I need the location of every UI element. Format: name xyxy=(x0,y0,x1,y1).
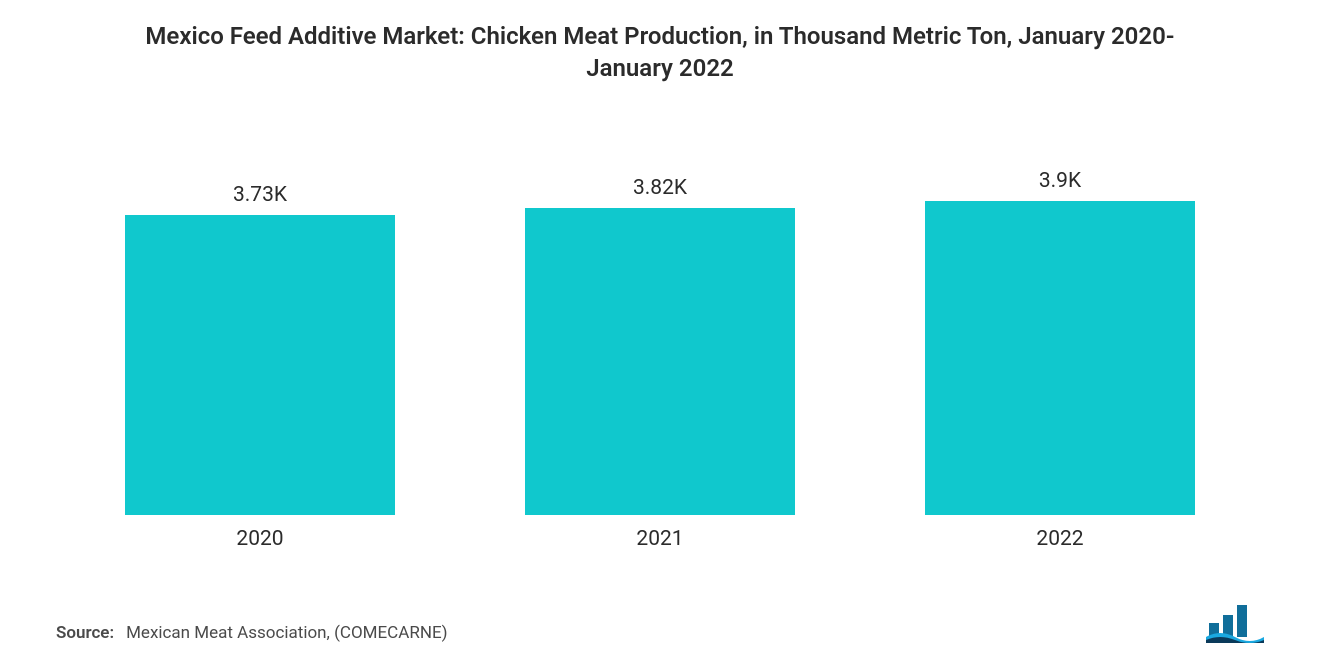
x-label-2022: 2022 xyxy=(880,527,1240,551)
source-text: Mexican Meat Association, (COMECARNE) xyxy=(126,623,447,643)
bar-value-label: 3.82K xyxy=(633,176,687,200)
bar-value-label: 3.73K xyxy=(233,183,287,207)
bar-2021 xyxy=(525,208,795,515)
chart-title: Mexico Feed Additive Market: Chicken Mea… xyxy=(110,20,1210,85)
bar-2022 xyxy=(925,201,1195,515)
source-label: Source: xyxy=(56,623,114,643)
chart-footer: Source: Mexican Meat Association, (COMEC… xyxy=(56,603,1264,643)
bar-2020 xyxy=(125,215,395,515)
x-label-2021: 2021 xyxy=(480,527,840,551)
bar-group-2021: 3.82K xyxy=(480,176,840,515)
mordor-logo-icon xyxy=(1206,603,1264,643)
x-label-2020: 2020 xyxy=(80,527,440,551)
bar-value-label: 3.9K xyxy=(1039,169,1081,193)
source-line: Source: Mexican Meat Association, (COMEC… xyxy=(56,623,448,643)
x-axis-labels: 2020 2021 2022 xyxy=(40,515,1280,551)
bar-group-2020: 3.73K xyxy=(80,183,440,515)
logo-bar-3 xyxy=(1237,605,1247,637)
plot-area: 3.73K 3.82K 3.9K xyxy=(40,135,1280,515)
bar-group-2022: 3.9K xyxy=(880,169,1240,515)
chart-container: Mexico Feed Additive Market: Chicken Mea… xyxy=(0,0,1320,665)
